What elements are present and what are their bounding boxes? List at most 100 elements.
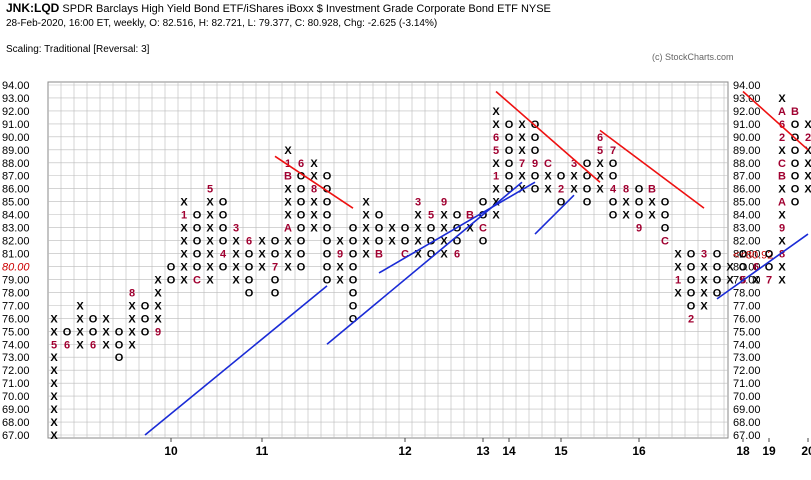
y-tick-label-right: 94.00 — [733, 80, 761, 92]
x-box: X — [336, 236, 344, 248]
month-marker: 3 — [233, 223, 239, 235]
y-tick-label-right: 67.00 — [733, 430, 761, 442]
resistance-line — [742, 90, 809, 151]
x-box: X — [310, 223, 318, 235]
plot-frame — [47, 81, 729, 439]
x-box: X — [206, 249, 214, 261]
month-marker: C — [778, 158, 786, 170]
o-box: O — [583, 158, 592, 170]
y-tick-label-left: 75.00 — [2, 326, 30, 338]
x-box: X — [492, 106, 500, 118]
y-tick-label-right: 78.00 — [733, 287, 761, 299]
y-tick-label-right: 81.00 — [733, 249, 761, 261]
o-box: O — [609, 197, 618, 209]
x-box: X — [362, 236, 370, 248]
o-box: O — [713, 249, 722, 261]
x-box: X — [778, 261, 786, 273]
o-box: O — [791, 145, 800, 157]
x-box: X — [778, 93, 786, 105]
last-price-label: <<80.92 — [733, 250, 773, 262]
x-box: X — [128, 339, 136, 351]
x-box: X — [180, 274, 188, 286]
y-tick-label-right: 70.00 — [733, 391, 761, 403]
o-box: O — [115, 339, 124, 351]
o-box: O — [167, 274, 176, 286]
y-tick-label-left: 82.00 — [2, 236, 30, 248]
y-tick-label-left: 86.00 — [2, 184, 30, 196]
o-box: O — [791, 197, 800, 209]
x-box: X — [206, 197, 214, 209]
support-line — [716, 233, 809, 300]
o-box: O — [271, 274, 280, 286]
month-marker: 6 — [298, 158, 304, 170]
y-tick-label-right: 83.00 — [733, 223, 761, 235]
o-box: O — [297, 184, 306, 196]
o-box: O — [297, 249, 306, 261]
support-line — [144, 285, 328, 436]
o-box: O — [271, 287, 280, 299]
x-box: X — [674, 249, 682, 261]
y-tick-label-left: 70.00 — [2, 391, 30, 403]
y-tick-label-left: 73.00 — [2, 352, 30, 364]
x-box: X — [154, 300, 162, 312]
symbol-label: JNK:LQD — [6, 1, 60, 15]
o-box: O — [297, 223, 306, 235]
o-box: O — [193, 261, 202, 273]
o-box: O — [791, 171, 800, 183]
x-box: X — [206, 236, 214, 248]
x-box: X — [50, 378, 58, 390]
y-tick-label-right: 71.00 — [733, 378, 761, 390]
y-tick-label-right: 75.00 — [733, 326, 761, 338]
month-marker: 9 — [337, 249, 343, 261]
x-box: X — [362, 210, 370, 222]
y-tick-label-right: 80.00 — [733, 261, 761, 273]
x-box: X — [206, 210, 214, 222]
month-marker: 6 — [753, 261, 759, 273]
x-box: X — [76, 313, 84, 325]
y-tick-label-left: 67.00 — [2, 430, 30, 442]
chart-header: JNK:LQD SPDR Barclays High Yield Bond ET… — [0, 0, 811, 62]
x-box: X — [700, 261, 708, 273]
x-box: X — [492, 119, 500, 131]
x-box: X — [778, 236, 786, 248]
x-box: X — [362, 223, 370, 235]
y-tick-label-right: 73.00 — [733, 352, 761, 364]
month-marker: 9 — [532, 158, 538, 170]
o-box: O — [609, 171, 618, 183]
x-tick-label: 20 — [801, 444, 811, 458]
x-box: X — [50, 391, 58, 403]
o-box: O — [739, 261, 748, 273]
x-tick-label: 15 — [554, 444, 568, 458]
month-marker: 2 — [779, 132, 785, 144]
o-box: O — [635, 184, 644, 196]
x-box: X — [284, 184, 292, 196]
x-box: X — [50, 430, 58, 442]
o-box: O — [401, 236, 410, 248]
symbol-description: SPDR Barclays High Yield Bond ETF/iShare… — [62, 3, 551, 15]
y-tick-label-left: 90.00 — [2, 132, 30, 144]
o-box: O — [687, 300, 696, 312]
y-tick-label-right: 88.00 — [733, 158, 761, 170]
o-box: O — [245, 274, 254, 286]
y-tick-label-left: 77.00 — [2, 300, 30, 312]
month-marker: 9 — [779, 223, 785, 235]
month-marker: B — [791, 106, 799, 118]
month-marker: 2 — [558, 184, 564, 196]
o-box: O — [505, 132, 514, 144]
o-box: O — [167, 261, 176, 273]
y-tick-label-right: 91.00 — [733, 119, 761, 131]
o-box: O — [219, 223, 228, 235]
month-marker: 7 — [272, 261, 278, 273]
copyright-label: (c) StockCharts.com — [652, 52, 734, 62]
o-box: O — [349, 274, 358, 286]
y-tick-label-right: 68.00 — [733, 417, 761, 429]
o-box: O — [141, 326, 150, 338]
o-box: O — [609, 210, 618, 222]
x-tick-label: 18 — [736, 444, 750, 458]
month-marker: C — [193, 274, 201, 286]
y-tick-label-left: 83.00 — [2, 223, 30, 235]
x-box: X — [180, 261, 188, 273]
resistance-line — [274, 155, 354, 209]
o-box: O — [375, 223, 384, 235]
x-box: X — [752, 274, 760, 286]
